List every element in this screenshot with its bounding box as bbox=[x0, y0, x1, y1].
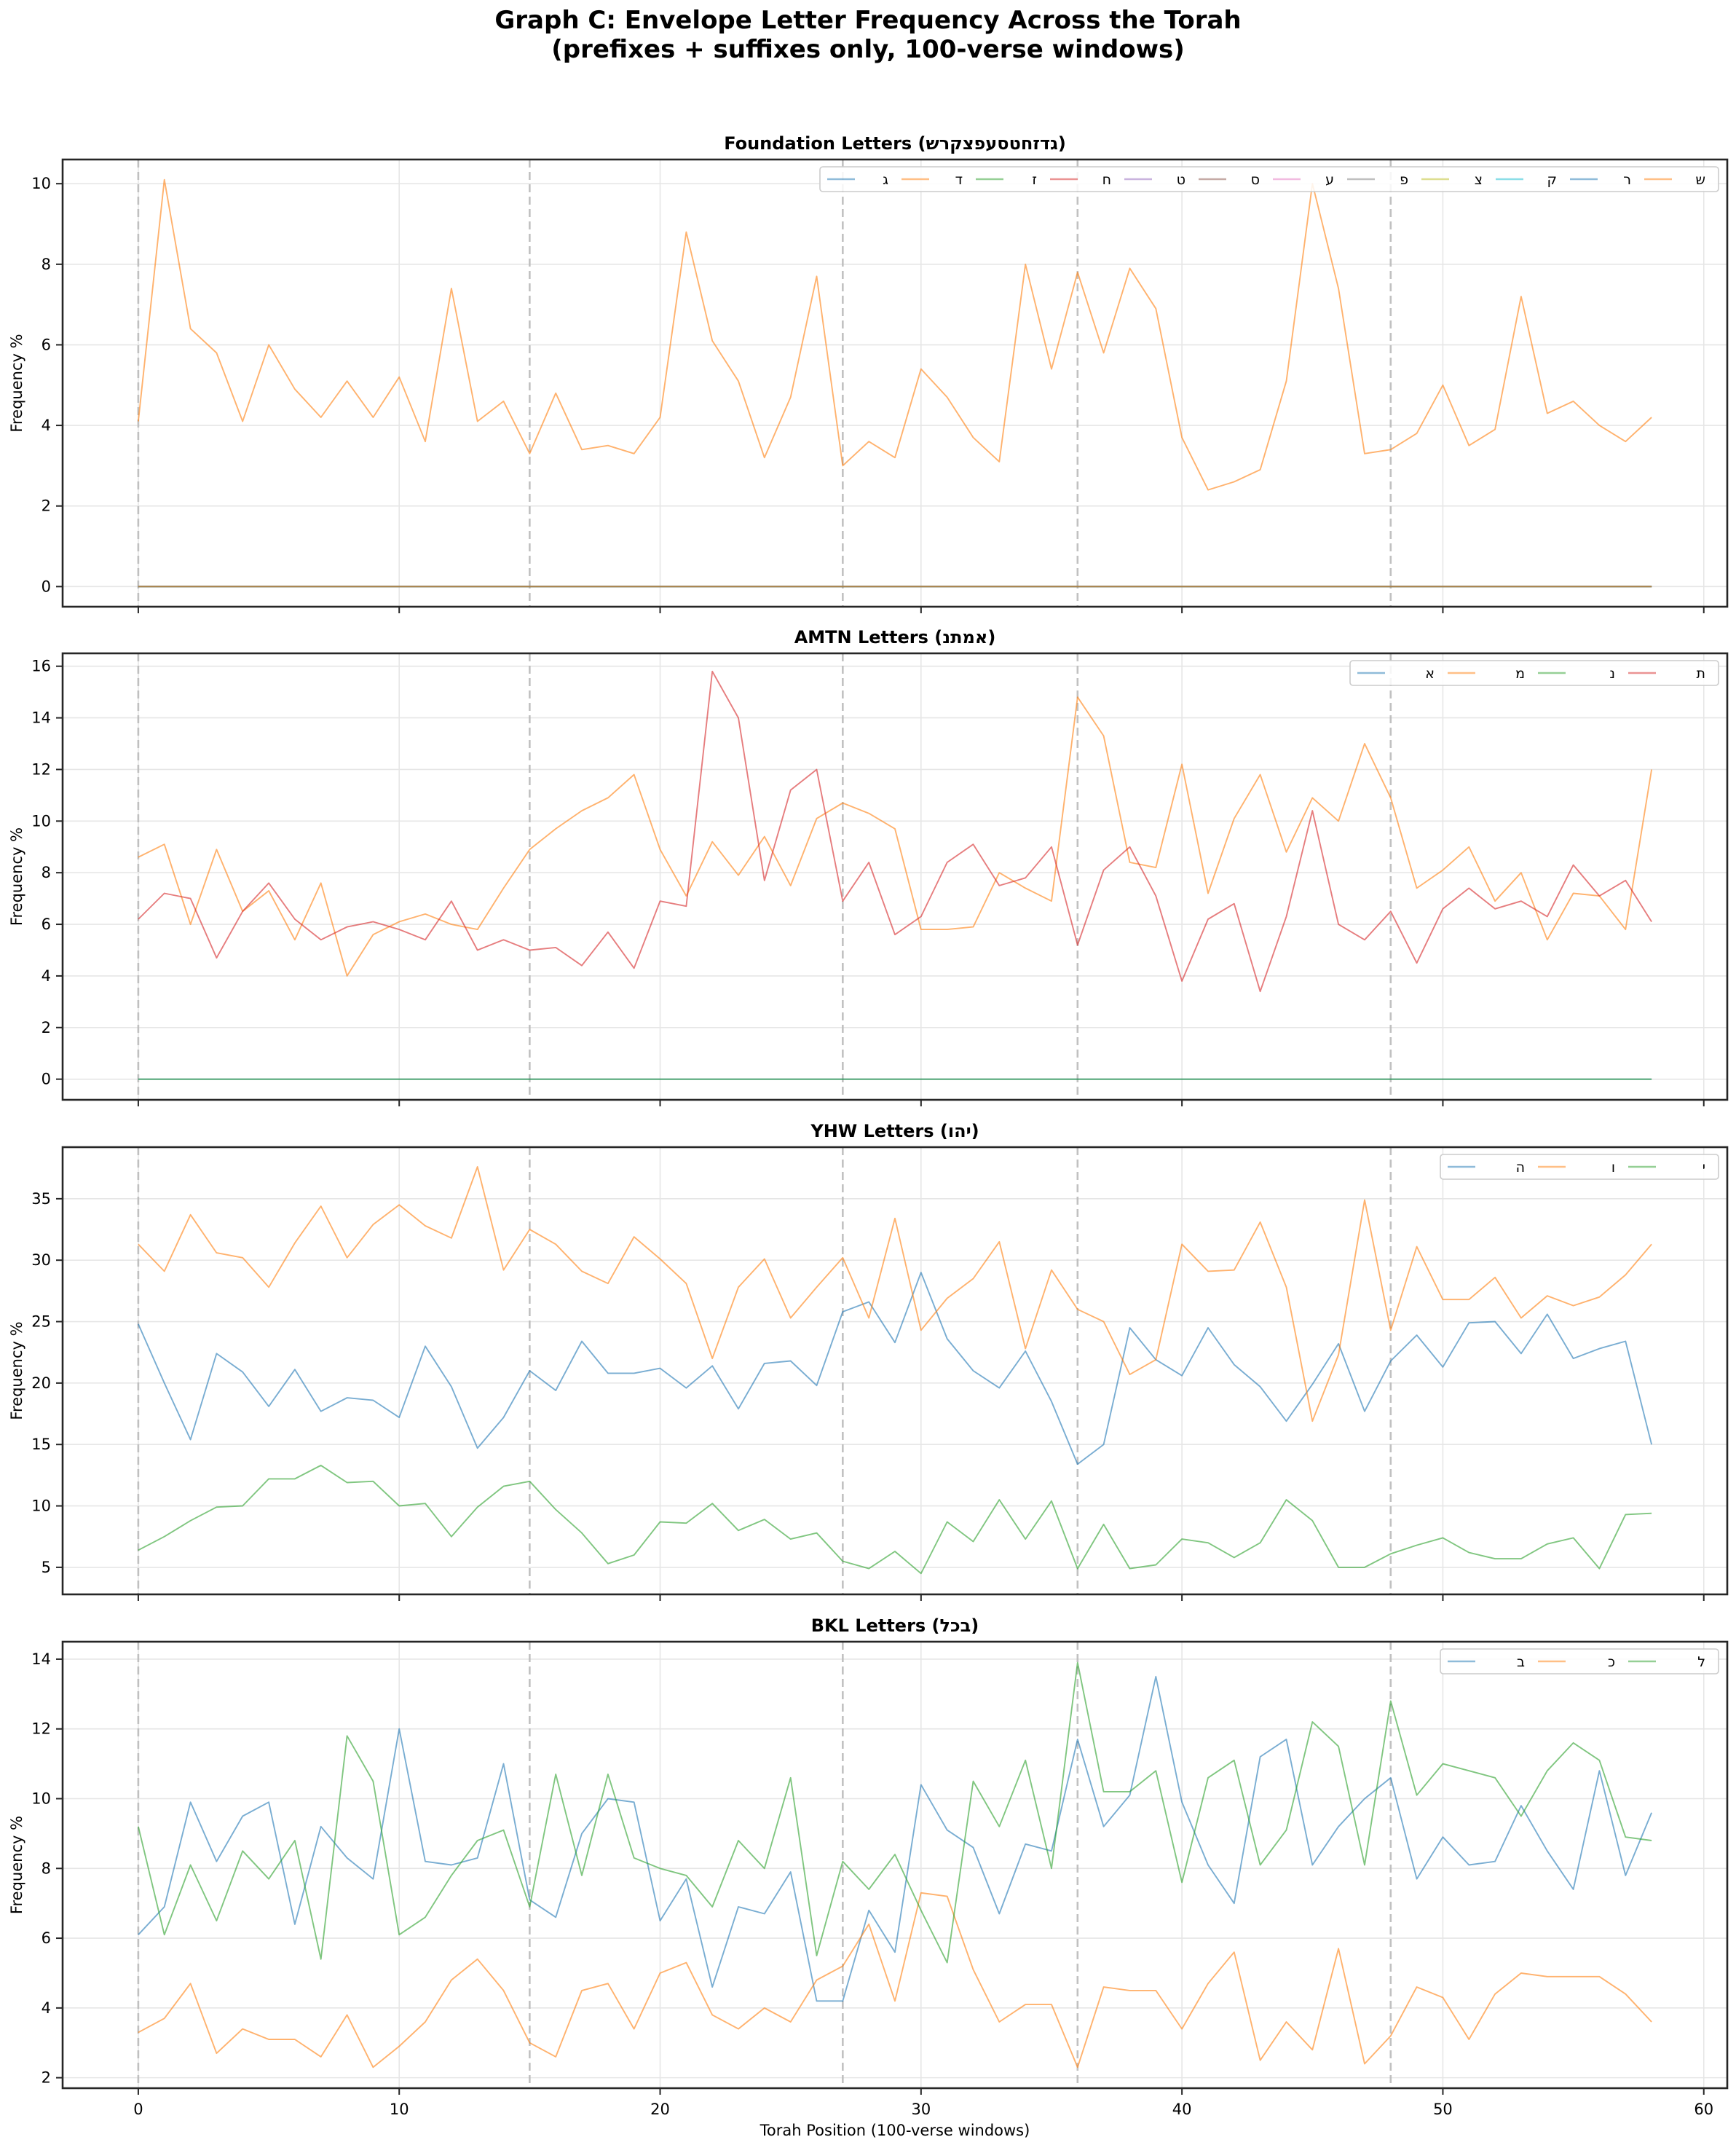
subplot-2: 0 2 4 6 8 10 12 14 16 Frequency % AMTN Letters (אמ… bbox=[8, 627, 1729, 1106]
legend-box bbox=[1440, 1154, 1719, 1180]
y-tick-label: 15 bbox=[31, 1436, 51, 1453]
y-tick-label: 12 bbox=[31, 1720, 51, 1738]
x-tick-label: 40 bbox=[1172, 2101, 1192, 2118]
series-line-4 bbox=[138, 670, 1652, 993]
legend-label: ס bbox=[1251, 172, 1260, 188]
y-tick-label: 8 bbox=[42, 864, 51, 881]
series-line-2 bbox=[138, 1166, 1652, 1422]
figure-title-line1: Graph C: Envelope Letter Frequency Acros… bbox=[494, 6, 1242, 35]
y-tick-label: 30 bbox=[31, 1251, 51, 1269]
legend-label: א bbox=[1425, 666, 1435, 682]
x-tick-label: 50 bbox=[1433, 2101, 1453, 2118]
y-tick-label: 6 bbox=[42, 916, 51, 933]
x-axis-label: Torah Position (100-verse windows) bbox=[760, 2122, 1030, 2139]
y-tick-label: 14 bbox=[31, 1650, 51, 1668]
y-tick-label: 2 bbox=[42, 1019, 51, 1036]
legend-box bbox=[819, 166, 1719, 192]
legend-label: ט bbox=[1177, 172, 1185, 188]
legend-label: פ bbox=[1400, 172, 1408, 188]
y-tick-label: 25 bbox=[31, 1313, 51, 1331]
legend-label: ג bbox=[883, 172, 888, 188]
y-tick-label: 10 bbox=[31, 175, 51, 192]
series-line-1 bbox=[138, 1675, 1652, 2002]
x-tick-label: 0 bbox=[133, 2101, 143, 2118]
legend-label: כ bbox=[1608, 1654, 1615, 1670]
subplot-title: AMTN Letters (אמתנ) bbox=[794, 627, 996, 648]
y-tick-label: 5 bbox=[42, 1559, 51, 1576]
y-tick-label: 8 bbox=[42, 1859, 51, 1877]
axes-frame bbox=[61, 158, 1729, 608]
legend-label: ו bbox=[1611, 1160, 1615, 1176]
legend-box bbox=[1349, 660, 1719, 686]
y-tick-label: 20 bbox=[31, 1374, 51, 1392]
y-tick-label: 0 bbox=[42, 1071, 51, 1088]
series-line-3 bbox=[137, 1661, 1652, 1964]
y-tick-label: 10 bbox=[31, 1790, 51, 1808]
y-axis-label: Frequency % bbox=[8, 1816, 25, 1914]
y-tick-label: 2 bbox=[42, 497, 51, 515]
legend-label: ב bbox=[1517, 1654, 1525, 1670]
subplot-3: 5 10 15 20 25 30 35 Frequency % YHW Letters (יהו… bbox=[8, 1121, 1729, 1601]
y-tick-label: 16 bbox=[31, 658, 51, 675]
series-line-3 bbox=[138, 1464, 1652, 1575]
y-tick-label: 4 bbox=[42, 417, 51, 434]
series-line-1 bbox=[138, 1272, 1653, 1465]
series-line-2 bbox=[138, 1892, 1652, 2069]
x-tick-label: 60 bbox=[1694, 2101, 1713, 2118]
series-line-2 bbox=[137, 178, 1652, 491]
y-axis-label: Frequency % bbox=[8, 1321, 25, 1420]
subplot-4: 0 10 20 30 40 50 60 2 4 6 8 10 12 14 Frequency % BKL Le… bbox=[8, 1615, 1729, 2118]
subplot-title: Foundation Letters (גדזחטסעפצקרש) bbox=[724, 133, 1066, 154]
legend-label: י bbox=[1703, 1160, 1705, 1176]
legend-label: ח bbox=[1102, 172, 1111, 188]
legend-label: מ bbox=[1515, 666, 1525, 682]
y-tick-label: 10 bbox=[31, 1497, 51, 1515]
figure-title: Graph C: Envelope Letter Frequency Acros… bbox=[0, 6, 1736, 64]
axes-frame bbox=[61, 1640, 1729, 2090]
legend-label: ר bbox=[1623, 172, 1631, 188]
legend-label: ע bbox=[1325, 172, 1334, 188]
legend-box bbox=[1440, 1648, 1719, 1674]
legend-label: ד bbox=[955, 172, 963, 188]
legend-label: ל bbox=[1697, 1654, 1705, 1670]
legend-label: צ bbox=[1475, 172, 1483, 188]
subplot-title: YHW Letters (יהו) bbox=[810, 1121, 979, 1141]
y-tick-label: 8 bbox=[42, 256, 51, 273]
figure-title-line2: (prefixes + suffixes only, 100-verse win… bbox=[551, 35, 1185, 64]
y-tick-label: 35 bbox=[31, 1190, 51, 1208]
x-tick-label: 10 bbox=[390, 2101, 409, 2118]
y-tick-label: 12 bbox=[31, 760, 51, 778]
series-line-2 bbox=[138, 696, 1653, 977]
y-tick-label: 0 bbox=[42, 578, 51, 595]
y-tick-label: 4 bbox=[42, 967, 51, 985]
y-tick-label: 4 bbox=[42, 1999, 51, 2017]
axes-frame bbox=[61, 652, 1729, 1101]
y-axis-label: Frequency % bbox=[8, 827, 25, 926]
y-tick-label: 6 bbox=[42, 336, 51, 353]
y-tick-label: 2 bbox=[42, 2069, 51, 2087]
legend-label: נ bbox=[1609, 666, 1615, 682]
y-tick-label: 14 bbox=[31, 709, 51, 727]
x-tick-label: 30 bbox=[911, 2101, 931, 2118]
legend-label: ה bbox=[1516, 1160, 1525, 1176]
subplot-1: 0 2 4 6 8 10 Frequency % Foundation Letters (גד… bbox=[8, 133, 1729, 613]
subplot-title: BKL Letters (בכל) bbox=[811, 1615, 979, 1636]
axes-frame bbox=[61, 1146, 1729, 1596]
legend-label: ק bbox=[1547, 172, 1557, 188]
y-tick-label: 10 bbox=[31, 812, 51, 830]
y-tick-label: 6 bbox=[42, 1929, 51, 1947]
y-axis-label: Frequency % bbox=[8, 334, 25, 432]
legend-label: ז bbox=[1032, 172, 1037, 188]
x-tick-label: 20 bbox=[650, 2101, 670, 2118]
legend-label: ש bbox=[1696, 172, 1705, 188]
legend-label: ת bbox=[1697, 666, 1706, 682]
